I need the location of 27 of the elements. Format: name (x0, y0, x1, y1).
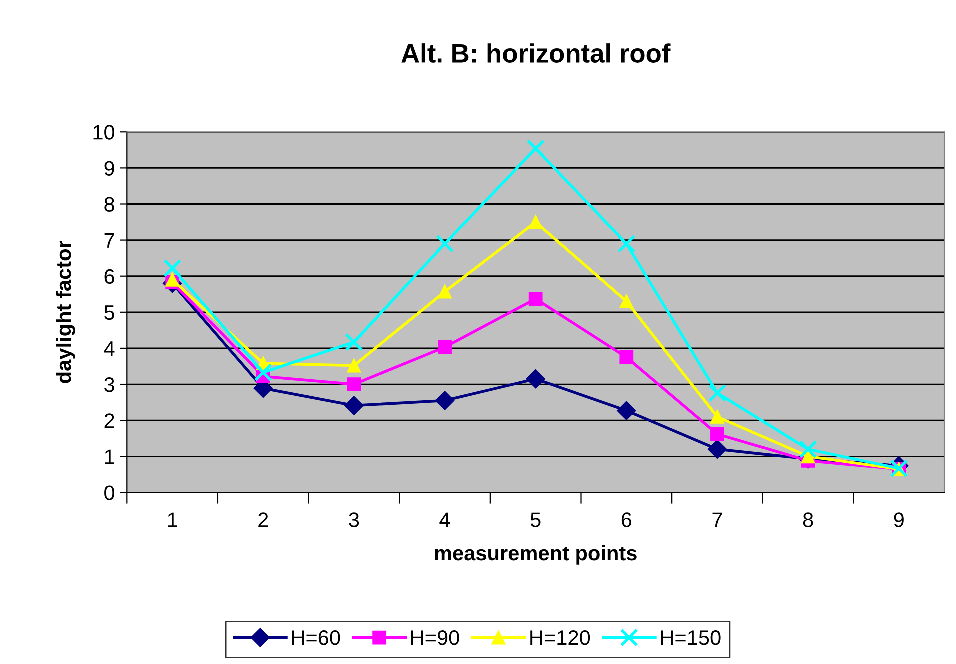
x-tick-label: 7 (712, 512, 722, 528)
x-tick-label: 6 (622, 512, 632, 528)
y-axis-title: daylight factor (56, 240, 76, 384)
x-tick-label: 1 (168, 512, 178, 528)
y-tick-label: 6 (104, 269, 114, 284)
y-tick-label: 0 (104, 486, 115, 500)
legend-label: H=120 (530, 630, 590, 646)
x-tick-label: 9 (894, 512, 904, 528)
x-tick-label: 5 (530, 512, 541, 528)
y-tick-label: 3 (104, 378, 114, 392)
x-tick-label: 3 (349, 512, 360, 528)
y-tick-label: 8 (104, 197, 114, 212)
y-tick-label: 5 (104, 306, 114, 320)
legend-label: H=150 (661, 630, 721, 646)
x-axis-title: measurement points (435, 545, 637, 565)
y-tick-label: 2 (104, 414, 114, 428)
x-tick-label: 4 (440, 512, 450, 528)
x-tick-label: 8 (803, 512, 814, 528)
y-tick-label: 10 (94, 125, 115, 140)
y-tick-label: 9 (104, 161, 114, 176)
y-tick-label: 7 (104, 234, 114, 248)
chart-title: Alt. B: horizontal roof (402, 44, 671, 63)
x-tick-label: 2 (258, 512, 268, 528)
legend-label: H=60 (292, 630, 340, 646)
legend-label: H=90 (411, 630, 460, 646)
y-tick-label: 1 (105, 450, 114, 464)
y-tick-label: 4 (104, 342, 115, 356)
